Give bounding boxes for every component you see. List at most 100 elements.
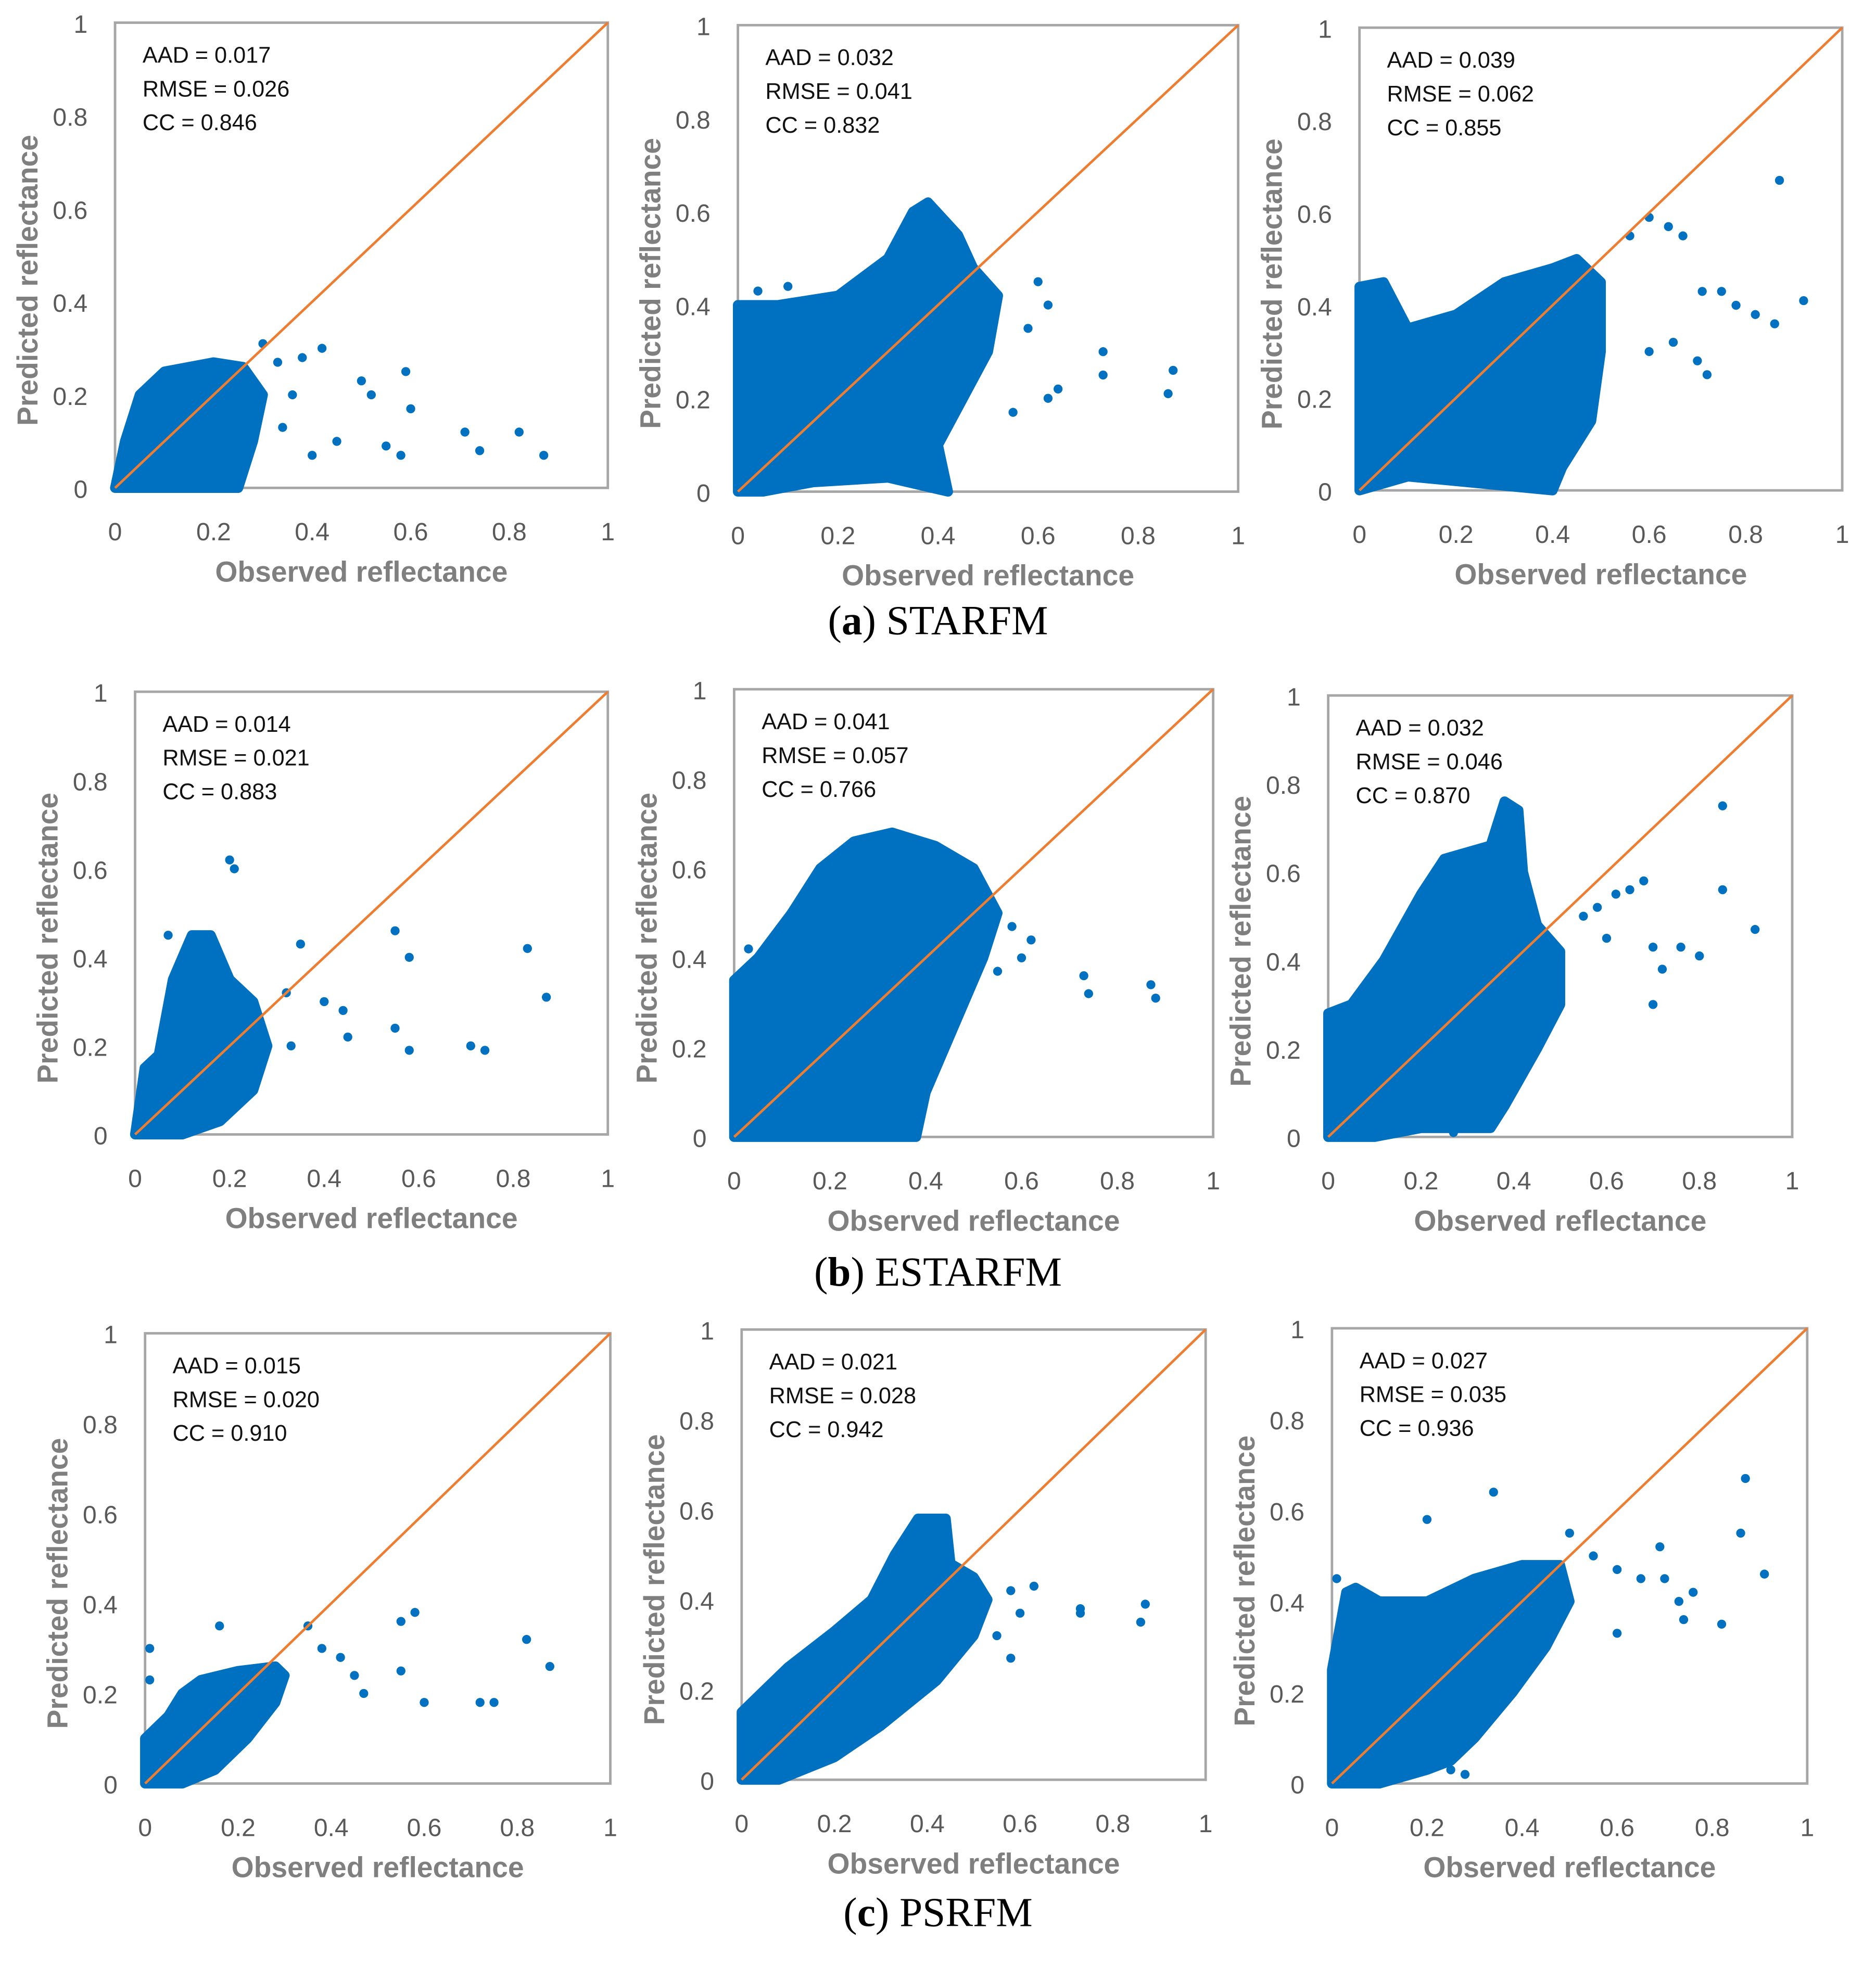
data-point [1770, 319, 1779, 328]
y-tick-label: 0.2 [1297, 386, 1332, 414]
caption-close: ) [851, 1249, 875, 1295]
data-point [1026, 935, 1036, 945]
y-tick-label: 0.8 [676, 107, 711, 134]
data-point [1612, 1629, 1622, 1638]
y-tick-label: 0.6 [73, 857, 108, 884]
caption-open: ( [814, 1249, 828, 1295]
y-tick-label: 0.4 [1297, 294, 1332, 321]
x-tick-label: 0.4 [921, 522, 956, 550]
scatter-panel: 0 0.2 0.4 0.6 0.8 1 0 0.2 0.4 0.6 0.8 1 Observed ref… [1228, 1316, 1814, 1884]
data-point [320, 997, 329, 1006]
y-tick-label: 0.8 [53, 104, 87, 132]
data-point [539, 451, 549, 460]
data-point [1655, 1542, 1665, 1552]
y-tick-label: 0.8 [83, 1412, 118, 1439]
identity-line [737, 24, 1239, 493]
x-axis-label: Observed reflectance [827, 1847, 1120, 1880]
data-point [1098, 370, 1108, 380]
x-tick-label: 0 [128, 1165, 142, 1192]
data-point [1718, 801, 1727, 810]
x-tick-label: 0.6 [1589, 1167, 1624, 1195]
plot-frame [1327, 694, 1794, 1138]
x-tick-label: 0 [1352, 521, 1366, 549]
caption-method: STARFM [886, 598, 1048, 643]
data-point [1136, 1617, 1146, 1627]
data-point [1741, 1474, 1750, 1483]
data-point [145, 1675, 155, 1685]
panel-caption: (b) ESTARFM [814, 1249, 1062, 1295]
y-tick-label: 0.4 [53, 290, 87, 318]
data-point [1611, 890, 1620, 899]
plot-frame [1330, 1327, 1809, 1785]
data-point [1702, 370, 1712, 379]
stat-label: RMSE = 0.021 [162, 746, 309, 771]
data-point [230, 864, 239, 873]
x-axis-label: Observed reflectance [1423, 1851, 1716, 1884]
data-point [296, 940, 306, 949]
y-tick-label: 0 [73, 476, 87, 504]
data-point [1674, 1597, 1683, 1606]
data-point [1332, 1574, 1341, 1583]
y-tick-label: 0.2 [83, 1682, 118, 1709]
x-tick-label: 0.4 [1535, 521, 1570, 549]
x-axis-label: Observed reflectance [1414, 1205, 1706, 1237]
data-point [396, 1617, 405, 1626]
y-tick-label: 0.4 [1266, 948, 1301, 976]
y-tick-label: 0.2 [1266, 1037, 1301, 1064]
data-point [1751, 925, 1760, 934]
data-point [1146, 980, 1156, 989]
x-tick-label: 0.6 [1600, 1814, 1634, 1842]
x-tick-label: 0.4 [1497, 1167, 1531, 1195]
x-axis-label: Observed reflectance [1454, 558, 1747, 590]
y-tick-label: 0.4 [1270, 1590, 1304, 1617]
y-tick-label: 1 [1287, 683, 1301, 711]
x-tick-label: 0.6 [407, 1814, 442, 1842]
data-point [1472, 1123, 1481, 1133]
x-tick-label: 0.2 [1404, 1167, 1439, 1195]
x-tick-label: 0.8 [1695, 1814, 1730, 1842]
x-tick-label: 0.2 [820, 522, 855, 550]
data-point [1717, 1619, 1727, 1629]
x-tick-label: 0.6 [1003, 1810, 1037, 1838]
stat-label: RMSE = 0.046 [1355, 750, 1502, 775]
x-tick-label: 0.2 [196, 518, 231, 546]
dense-point-cloud [130, 930, 273, 1140]
scatter-panel: 0 0.2 0.4 0.6 0.8 1 0 0.2 0.4 0.6 0.8 1 Observed ref… [11, 11, 615, 588]
stat-label: AAD = 0.041 [762, 709, 890, 734]
y-tick-label: 0.4 [672, 946, 707, 973]
scatter-panel: 0 0.2 0.4 0.6 0.8 1 0 0.2 0.4 0.6 0.8 1 Observed ref… [42, 1322, 617, 1884]
data-point [390, 926, 400, 935]
y-axis-label: Predicted reflectance [1256, 138, 1288, 429]
y-tick-label: 0.4 [679, 1588, 714, 1616]
data-point [1151, 994, 1160, 1003]
data-point [1639, 876, 1649, 886]
x-tick-label: 1 [1199, 1810, 1213, 1838]
x-tick-label: 0.8 [492, 518, 527, 546]
data-point [783, 282, 793, 291]
data-point [225, 855, 234, 865]
identity-line [1327, 694, 1793, 1138]
y-tick-label: 0 [696, 480, 711, 507]
caption-open: ( [828, 598, 841, 643]
y-tick-label: 0 [94, 1123, 108, 1150]
x-tick-label: 0.6 [394, 518, 428, 546]
stat-label: AAD = 0.014 [162, 712, 290, 737]
data-point [1660, 1574, 1669, 1583]
x-tick-label: 0.4 [908, 1167, 943, 1195]
y-axis-label: Predicted reflectance [635, 138, 667, 429]
data-point [1602, 934, 1612, 943]
x-axis-label: Observed reflectance [215, 556, 508, 588]
data-point [1736, 1528, 1745, 1538]
y-tick-label: 1 [94, 680, 108, 707]
y-tick-label: 0 [1318, 478, 1332, 506]
stat-label: RMSE = 0.020 [173, 1387, 320, 1412]
stat-label: RMSE = 0.057 [762, 743, 908, 768]
x-tick-label: 0.2 [813, 1167, 847, 1195]
x-tick-label: 0.2 [817, 1810, 852, 1838]
x-tick-label: 0.4 [295, 518, 329, 546]
data-point [278, 423, 287, 432]
x-axis-label: Observed reflectance [225, 1202, 518, 1235]
y-tick-label: 0.8 [1297, 108, 1332, 136]
y-tick-label: 0.6 [1270, 1499, 1304, 1526]
dense-point-cloud [1323, 796, 1565, 1142]
